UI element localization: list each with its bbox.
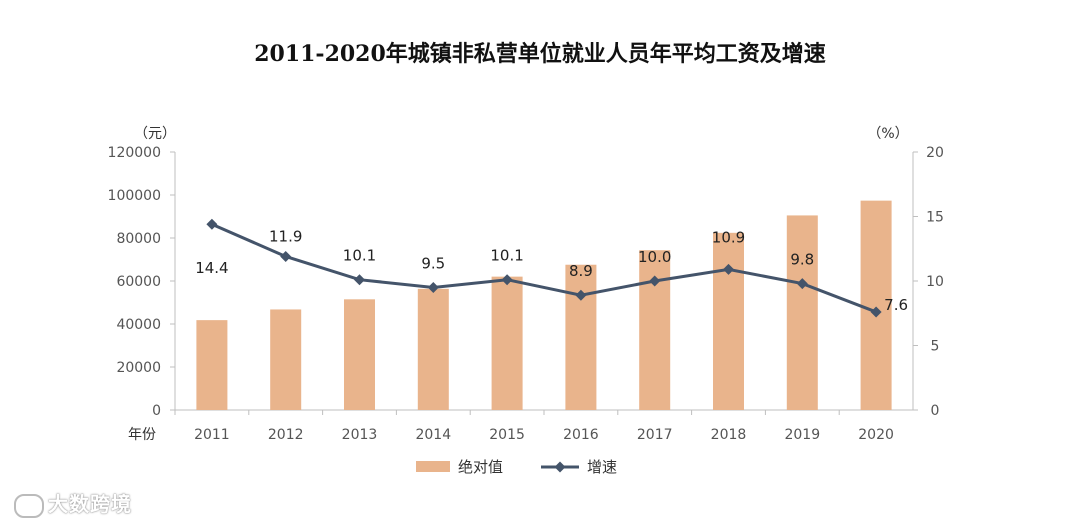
- growth-marker-2012: [280, 250, 292, 262]
- x-tick-label: 2014: [415, 427, 451, 443]
- left-tick-label: 20000: [116, 360, 161, 376]
- data-label-2018: 10.9: [712, 228, 745, 246]
- data-label-2016: 8.9: [569, 262, 593, 280]
- right-axis-unit: （%）: [867, 126, 908, 142]
- bar-2020: [860, 200, 892, 410]
- bar-2012: [270, 309, 302, 410]
- watermark: 大数跨境: [14, 488, 132, 518]
- legend: 绝对值 增速: [416, 458, 617, 476]
- right-tick-label: 15: [926, 210, 944, 226]
- data-label-2020: 7.6: [884, 296, 908, 314]
- bars-layer: [196, 200, 892, 410]
- bar-2018: [713, 232, 744, 410]
- growth-marker-2019: [796, 278, 808, 290]
- left-tick-label: 40000: [116, 317, 161, 333]
- left-tick-label: 80000: [116, 231, 161, 247]
- left-tick-label: 60000: [116, 274, 161, 290]
- right-tick-label: 20: [926, 145, 944, 161]
- left-tick-label: 0: [152, 403, 161, 419]
- data-label-2013: 10.1: [343, 247, 376, 265]
- legend-bar-swatch: [416, 461, 450, 472]
- bar-2013: [344, 299, 375, 410]
- right-tick-label: 5: [931, 339, 940, 355]
- growth-marker-2018: [723, 263, 734, 275]
- growth-marker-2013: [354, 274, 365, 286]
- left-tick-label: 120000: [108, 145, 161, 161]
- data-label-2011: 14.4: [195, 259, 228, 277]
- growth-marker-2011: [206, 218, 218, 230]
- bar-2017: [639, 250, 671, 410]
- growth-marker-2017: [649, 275, 661, 287]
- x-tick-label: 2015: [489, 427, 525, 443]
- x-tick-label: 2016: [563, 427, 599, 443]
- legend-bar-label: 绝对值: [458, 458, 503, 476]
- x-axis-title: 年份: [128, 427, 156, 443]
- bar-2016: [565, 264, 597, 410]
- bar-2014: [417, 288, 449, 410]
- growth-marker-2014: [427, 281, 439, 293]
- data-label-2019: 9.8: [790, 251, 814, 269]
- right-tick-label: 0: [931, 403, 940, 419]
- bar-2011: [196, 320, 228, 410]
- data-labels-layer: 14.4 11.9 10.1 9.5 10.1 8.9 10.0 10.9 9.8 7.6: [195, 227, 908, 313]
- legend-line-label: 增速: [587, 458, 617, 476]
- watermark-text: 大数跨境: [48, 492, 132, 516]
- growth-marker-2020: [870, 306, 882, 318]
- x-tick-label: 2020: [858, 427, 894, 443]
- x-tick-label: 2013: [342, 427, 378, 443]
- chart-title: 2011-2020年城镇非私营单位就业人员年平均工资及增速: [254, 41, 826, 67]
- x-tick-label: 2018: [711, 427, 747, 443]
- growth-line: [211, 222, 877, 314]
- data-label-2012: 11.9: [269, 227, 302, 245]
- x-tick-label: 2019: [784, 427, 820, 443]
- line-layer: [206, 218, 882, 318]
- bar-2015: [491, 276, 523, 410]
- left-axis-unit: （元）: [134, 126, 176, 142]
- bar-2019: [786, 215, 818, 410]
- watermark-logo-icon: [14, 493, 44, 518]
- data-label-2015: 10.1: [490, 247, 523, 265]
- x-tick-label: 2011: [194, 427, 230, 443]
- x-tick-label: 2017: [637, 427, 673, 443]
- right-tick-label: 10: [926, 274, 944, 290]
- data-label-2017: 10.0: [638, 248, 671, 266]
- x-tick-label: 2012: [268, 427, 304, 443]
- legend-line-marker: [554, 461, 566, 473]
- growth-marker-2016: [575, 289, 587, 301]
- growth-marker-2015: [501, 274, 513, 286]
- data-label-2014: 9.5: [421, 254, 445, 272]
- left-tick-label: 100000: [108, 188, 161, 204]
